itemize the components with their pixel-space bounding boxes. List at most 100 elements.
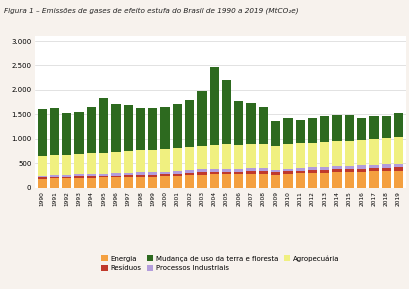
Bar (381, 168, 390, 171)
Bar (295, 120, 304, 143)
Bar (184, 147, 194, 170)
Bar (356, 118, 365, 140)
Bar (62, 175, 71, 177)
Bar (74, 178, 83, 188)
Bar (246, 144, 255, 168)
Bar (38, 110, 47, 156)
Bar (307, 143, 316, 167)
Bar (307, 171, 316, 173)
Bar (50, 178, 59, 188)
Bar (38, 179, 47, 188)
Bar (369, 171, 378, 188)
Bar (124, 175, 133, 177)
Bar (258, 174, 267, 188)
Bar (160, 174, 169, 176)
Bar (307, 167, 316, 171)
Bar (319, 166, 328, 170)
Bar (209, 174, 218, 188)
Bar (111, 173, 120, 175)
Bar (111, 152, 120, 173)
Bar (197, 172, 206, 175)
Bar (160, 149, 169, 172)
Bar (221, 169, 231, 172)
Bar (270, 170, 280, 173)
Bar (283, 144, 292, 168)
Bar (332, 141, 341, 166)
Bar (38, 175, 47, 177)
Bar (221, 172, 231, 174)
Bar (148, 177, 157, 188)
Bar (172, 171, 182, 173)
Bar (356, 172, 365, 188)
Bar (99, 174, 108, 176)
Bar (160, 172, 169, 174)
Bar (270, 146, 280, 170)
Bar (369, 168, 378, 171)
Bar (381, 116, 390, 138)
Bar (270, 173, 280, 175)
Bar (62, 113, 71, 155)
Bar (99, 177, 108, 188)
Bar (74, 154, 83, 174)
Bar (221, 79, 231, 144)
Bar (62, 155, 71, 175)
Bar (74, 112, 83, 154)
Bar (87, 174, 96, 176)
Bar (246, 174, 255, 188)
Bar (221, 174, 231, 188)
Bar (197, 91, 206, 146)
Bar (160, 107, 169, 149)
Bar (148, 108, 157, 150)
Text: Figura 1 – Emissões de gases de efeito estufa do Brasil de 1990 a 2019 (MtCO₂e): Figura 1 – Emissões de gases de efeito e… (4, 7, 298, 14)
Bar (172, 103, 182, 148)
Bar (148, 172, 157, 175)
Bar (124, 151, 133, 173)
Bar (209, 172, 218, 174)
Bar (258, 107, 267, 144)
Bar (234, 172, 243, 174)
Bar (283, 174, 292, 188)
Bar (184, 170, 194, 173)
Bar (135, 177, 145, 188)
Bar (148, 175, 157, 177)
Bar (74, 174, 83, 177)
Bar (87, 176, 96, 177)
Bar (197, 146, 206, 169)
Bar (295, 171, 304, 173)
Bar (344, 169, 353, 173)
Bar (135, 175, 145, 177)
Bar (270, 121, 280, 146)
Bar (381, 171, 390, 188)
Bar (258, 168, 267, 171)
Bar (124, 105, 133, 151)
Bar (87, 153, 96, 174)
Bar (381, 164, 390, 168)
Bar (369, 116, 378, 139)
Bar (381, 138, 390, 164)
Bar (135, 150, 145, 172)
Bar (332, 116, 341, 141)
Bar (62, 178, 71, 188)
Bar (197, 175, 206, 188)
Bar (344, 141, 353, 166)
Bar (184, 175, 194, 188)
Bar (184, 100, 194, 147)
Bar (319, 116, 328, 142)
Bar (74, 177, 83, 178)
Bar (99, 176, 108, 177)
Bar (332, 166, 341, 169)
Bar (332, 169, 341, 173)
Bar (356, 169, 365, 172)
Bar (111, 175, 120, 177)
Bar (307, 173, 316, 188)
Bar (38, 156, 47, 175)
Bar (356, 165, 365, 169)
Bar (221, 144, 231, 169)
Bar (148, 150, 157, 172)
Bar (283, 168, 292, 171)
Bar (197, 169, 206, 172)
Bar (319, 142, 328, 166)
Bar (172, 173, 182, 176)
Bar (111, 104, 120, 152)
Bar (393, 164, 402, 167)
